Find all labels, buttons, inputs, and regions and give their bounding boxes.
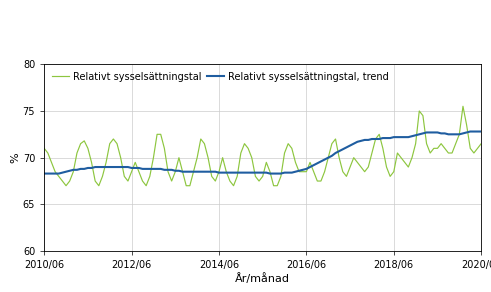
Relativt sysselsättningstal, trend: [143, 167, 149, 171]
Legend: Relativt sysselsättningstal, Relativt sysselsättningstal, trend: Relativt sysselsättningstal, Relativt sy…: [49, 69, 392, 85]
Relativt sysselsättningstal: [318, 179, 324, 183]
Relativt sysselsättningstal: [231, 184, 237, 187]
Relativt sysselsättningstal: [478, 142, 484, 145]
Relativt sysselsättningstal: [41, 147, 47, 150]
X-axis label: År/månad: År/månad: [235, 273, 290, 284]
Y-axis label: %: %: [10, 152, 20, 163]
Relativt sysselsättningstal, trend: [41, 172, 47, 175]
Relativt sysselsättningstal, trend: [314, 161, 320, 165]
Relativt sysselsättningstal: [453, 142, 459, 145]
Relativt sysselsättningstal: [88, 161, 94, 164]
Relativt sysselsättningstal, trend: [227, 171, 233, 174]
Relativt sysselsättningstal: [147, 175, 153, 178]
Relativt sysselsättningstal, trend: [467, 130, 473, 133]
Relativt sysselsättningstal, trend: [336, 150, 342, 153]
Relativt sysselsättningstal: [340, 170, 346, 173]
Line: Relativt sysselsättningstal: Relativt sysselsättningstal: [44, 106, 481, 186]
Relativt sysselsättningstal, trend: [449, 133, 455, 136]
Line: Relativt sysselsättningstal, trend: Relativt sysselsättningstal, trend: [44, 131, 481, 173]
Relativt sysselsättningstal: [63, 184, 69, 187]
Relativt sysselsättningstal: [460, 105, 466, 108]
Relativt sysselsättningstal, trend: [85, 166, 91, 170]
Relativt sysselsättningstal, trend: [478, 130, 484, 133]
